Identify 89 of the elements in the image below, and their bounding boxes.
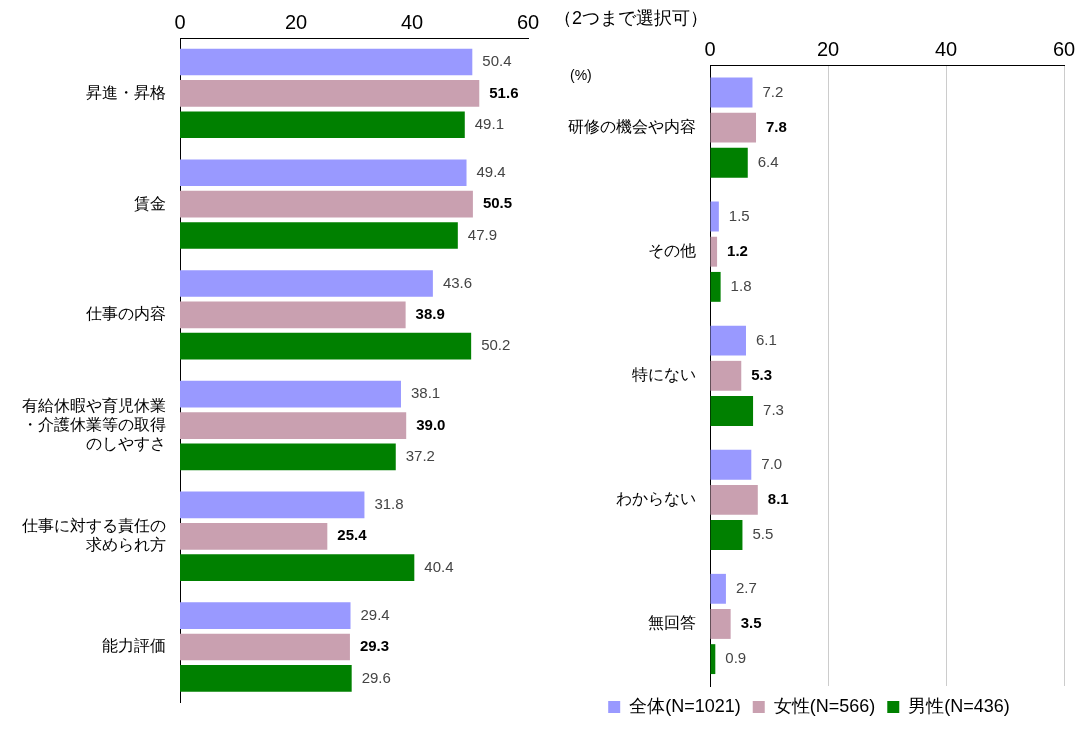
y-tick-label: その他 (648, 242, 696, 260)
data-label: 29.4 (360, 605, 390, 623)
data-label: 1.2 (727, 241, 748, 259)
bar (180, 190, 473, 218)
bar (710, 201, 719, 232)
bar (710, 484, 758, 515)
y-tick-label: 仕事の内容 (85, 305, 166, 323)
data-label: 29.3 (359, 637, 390, 655)
x-tick-label: 40 (400, 10, 424, 33)
bar (710, 520, 743, 550)
y-tick-label: 昇進・昇格 (86, 83, 166, 101)
bar (710, 77, 753, 108)
data-label: 40.4 (424, 557, 454, 575)
x-tick-label: 0 (174, 10, 186, 33)
bar (180, 522, 328, 550)
data-label: 25.4 (337, 526, 368, 544)
text: (%) (570, 67, 592, 84)
bar (180, 222, 458, 249)
x-tick-label: 0 (704, 38, 716, 61)
bar (710, 112, 757, 143)
y-tick-label: 特にない (632, 366, 696, 384)
bar (180, 633, 350, 661)
legend-label: 全体(N=1021) (629, 695, 741, 716)
data-label: 49.4 (476, 162, 506, 180)
bar (180, 443, 396, 471)
x-tick-label: 20 (284, 10, 308, 33)
data-label: 50.5 (482, 194, 513, 212)
bar (710, 360, 742, 391)
bar (180, 602, 351, 629)
data-label: 43.6 (442, 273, 473, 291)
bar (710, 609, 731, 639)
data-label: 7.3 (763, 401, 784, 419)
bar (710, 147, 748, 178)
data-label: 37.2 (405, 447, 435, 465)
data-label: 31.8 (374, 495, 404, 513)
data-label: 38.1 (410, 384, 441, 402)
y-tick-label: 研修の機会や内容 (568, 118, 696, 136)
data-label: 6.1 (755, 330, 777, 348)
x-tick-label: 20 (816, 38, 840, 61)
bar (710, 573, 726, 604)
data-label: 7.8 (766, 117, 787, 135)
legend-label: 男性(N=436) (908, 695, 1010, 716)
x-tick-label: 60 (1052, 38, 1076, 61)
data-label: 6.4 (757, 152, 779, 170)
data-label: 1.5 (728, 206, 750, 224)
bar (180, 111, 465, 139)
data-label: 7.2 (762, 82, 784, 100)
bar (710, 449, 752, 480)
bar (180, 412, 407, 439)
bar (180, 48, 473, 76)
y-tick-label: 仕事に対する責任の求められ方 (21, 517, 166, 554)
chart-title: （2つまで選択可） (554, 7, 709, 28)
legend-label: 女性(N=566) (773, 695, 876, 716)
bar (180, 554, 415, 582)
bar (180, 159, 467, 187)
data-label: 49.1 (474, 114, 504, 132)
bar (180, 491, 365, 519)
data-label: 39.0 (416, 415, 446, 433)
data-label: 7.0 (761, 454, 783, 472)
y-tick-label: 賃金 (134, 194, 166, 212)
bar (710, 325, 746, 356)
data-label: 51.6 (489, 83, 519, 101)
data-label: 3.5 (740, 614, 762, 632)
bar (180, 80, 480, 107)
data-label: 47.9 (467, 225, 498, 243)
bar (180, 380, 401, 408)
bar (710, 271, 721, 302)
data-label: 38.9 (415, 304, 445, 322)
y-tick-label: わからない (616, 490, 696, 508)
data-label: 5.3 (751, 365, 773, 383)
data-label: 50.4 (482, 52, 512, 70)
bar (710, 396, 754, 426)
data-label: 0.9 (725, 649, 747, 667)
bar (180, 665, 352, 692)
data-label: 5.5 (752, 525, 774, 543)
data-label: 2.7 (735, 578, 757, 596)
bar (180, 332, 472, 360)
y-tick-label: 有給休暇や育児休業・介護休業等の取得のしやすさ (22, 396, 166, 453)
data-label: 50.2 (481, 336, 511, 354)
bar (710, 236, 718, 267)
data-label: 1.8 (730, 277, 752, 295)
y-tick-label: 無回答 (648, 614, 696, 632)
y-tick-label: 能力評価 (102, 637, 166, 655)
data-label: 8.1 (767, 490, 789, 508)
bar (180, 270, 433, 297)
x-tick-label: 40 (934, 38, 958, 61)
bar (180, 301, 406, 329)
x-tick-label: 60 (516, 10, 540, 33)
data-label: 29.6 (361, 668, 391, 686)
